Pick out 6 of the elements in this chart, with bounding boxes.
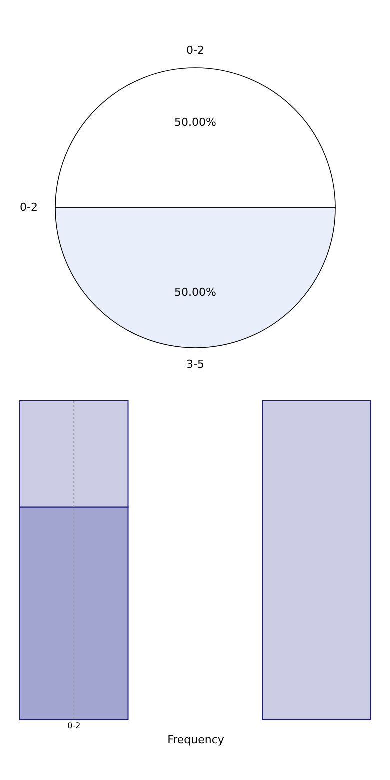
- data-label: 50.00%: [174, 286, 216, 299]
- text: 0-2: [20, 201, 38, 214]
- x-axis-title: Frequency: [168, 734, 225, 746]
- slice-label: 3-5: [186, 358, 204, 371]
- slice-label: 0-2: [186, 44, 204, 57]
- data-label: 50.00%: [174, 116, 216, 129]
